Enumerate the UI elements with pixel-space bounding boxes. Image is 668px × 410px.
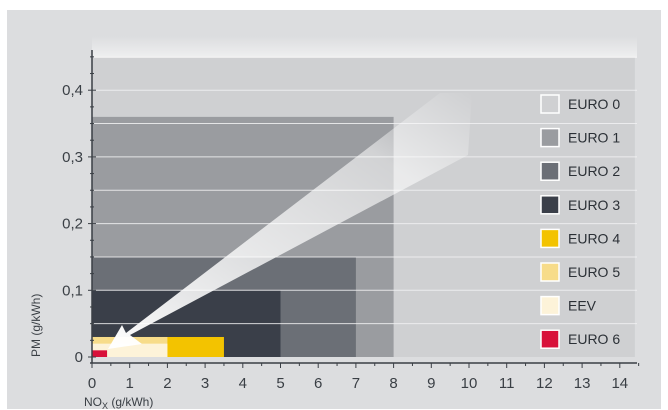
legend-swatch (540, 127, 560, 148)
x-tick-labels: 0 1 2 3 4 5 6 7 8 9 10 11 12 13 14 (88, 375, 628, 392)
legend-item: EEV (540, 295, 597, 316)
x-tick-label: 1 (126, 375, 134, 392)
x-axis-label-unit: (g/kWh) (108, 395, 153, 409)
y-tick-label: 0 (75, 349, 83, 366)
x-tick-label: 7 (352, 375, 360, 392)
x-tick-label: 10 (461, 375, 478, 392)
x-tick-label: 13 (574, 375, 591, 392)
legend-item: EURO 2 (540, 161, 620, 181)
legend-label: EURO 0 (568, 96, 620, 112)
x-tick-label: 5 (276, 375, 284, 392)
y-axis-label: PM (g/kWh) (29, 294, 43, 357)
band-euro-6 (92, 350, 108, 357)
legend-label: EEV (568, 298, 597, 314)
legend-swatch (540, 295, 560, 316)
legend-label: EURO 5 (568, 264, 620, 280)
x-axis-label-subscript: X (102, 401, 108, 410)
legend-label: EURO 6 (568, 331, 620, 347)
x-tick-label: 8 (389, 375, 397, 392)
x-axis-label: NOX (g/kWh) (84, 395, 153, 410)
x-tick-label: 11 (499, 375, 515, 392)
legend: EURO 0 EURO 1 EURO 2 EURO 3 EURO 4 EURO 5 EEV E… (540, 94, 620, 349)
x-tick-label: 14 (611, 375, 628, 392)
x-tick-label: 3 (201, 375, 209, 392)
legend-item: EURO 4 (540, 228, 620, 249)
top-fade (92, 36, 637, 58)
legend-item: EURO 1 (540, 127, 620, 148)
x-tick-label: 12 (536, 375, 553, 392)
legend-item: EURO 3 (540, 195, 620, 215)
legend-label: EURO 2 (568, 163, 620, 179)
legend-item: EURO 6 (540, 329, 620, 349)
legend-label: EURO 3 (568, 197, 620, 213)
x-tick-label: 0 (88, 375, 96, 392)
legend-swatch (540, 329, 560, 349)
axes (88, 50, 640, 368)
legend-item: EURO 5 (540, 262, 620, 282)
y-tick-label: 0,2 (62, 216, 83, 233)
legend-swatch (540, 262, 560, 282)
y-tick-labels: 0 0,1 0,2 0,3 0,4 (62, 82, 83, 366)
legend-swatch (540, 195, 560, 215)
arrow-shape (108, 93, 472, 349)
reduction-arrow (108, 93, 472, 349)
legend-item: EURO 0 (540, 94, 620, 114)
legend-swatch (540, 161, 560, 181)
y-tick-label: 0,1 (62, 282, 83, 299)
x-tick-label: 2 (163, 375, 171, 392)
x-tick-label: 6 (314, 375, 322, 392)
y-tick-label: 0,4 (62, 82, 83, 99)
x-axis-label-main: NO (84, 395, 102, 409)
legend-swatch (540, 94, 560, 114)
y-tick-label: 0,3 (62, 149, 83, 166)
x-tick-label: 9 (427, 375, 435, 392)
x-tick-label: 4 (239, 375, 247, 392)
legend-swatch (540, 228, 560, 249)
legend-label: EURO 1 (568, 130, 620, 146)
legend-label: EURO 4 (568, 230, 620, 246)
